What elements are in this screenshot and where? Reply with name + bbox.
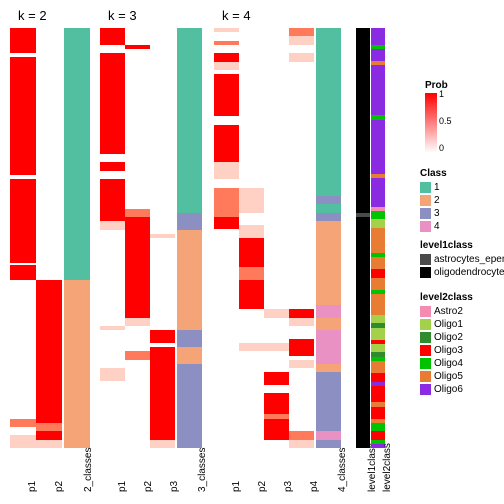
legend-item: Oligo3 <box>420 344 473 357</box>
legend-item: oligodendrocytes <box>420 266 504 279</box>
class-column <box>64 28 90 448</box>
legend-item: Oligo4 <box>420 357 473 370</box>
legend-item: 1 <box>420 181 447 194</box>
legend-swatch <box>420 358 431 369</box>
legend-swatch <box>420 267 431 278</box>
class-column-label: 2_classes <box>83 448 94 492</box>
legend-swatch <box>420 195 431 206</box>
legend: level1class astrocytes_ependymal oligodend… <box>420 240 504 279</box>
legend-swatch <box>420 371 431 382</box>
prob-column <box>10 28 36 448</box>
panel-title: k = 3 <box>108 8 137 23</box>
prob-column <box>100 28 125 448</box>
colorbar-tick: 1 <box>439 89 444 99</box>
column-label: p2 <box>257 481 268 492</box>
column-label: p3 <box>283 481 294 492</box>
legend-swatch <box>420 254 431 265</box>
prob-column <box>36 28 62 448</box>
legend-item: 3 <box>420 207 447 220</box>
legend-label: 4 <box>434 221 440 232</box>
legend-item: Astro2 <box>420 305 473 318</box>
legend-label: Oligo2 <box>434 332 463 343</box>
legend-label: 2 <box>434 195 440 206</box>
legend-label: Oligo6 <box>434 384 463 395</box>
heatmap-panel <box>214 28 344 448</box>
legend-item: Oligo5 <box>420 370 473 383</box>
legend-title: Class <box>420 168 447 179</box>
legend-label: Astro2 <box>434 306 463 317</box>
legend-swatch <box>420 182 431 193</box>
legend-swatch <box>420 345 431 356</box>
annot-column-label: level2class <box>382 443 393 492</box>
colorbar-tick: 0 <box>439 143 444 153</box>
legend-label: 1 <box>434 182 440 193</box>
column-label: p1 <box>27 481 38 492</box>
prob-column <box>125 28 150 448</box>
legend-title: Prob <box>425 80 448 91</box>
legend-title: level1class <box>420 240 504 251</box>
heatmap-panel <box>100 28 204 448</box>
legend-item: astrocytes_ependymal <box>420 253 504 266</box>
column-label: p1 <box>231 481 242 492</box>
legend-item: Oligo1 <box>420 318 473 331</box>
legend-label: 3 <box>434 208 440 219</box>
legend: Class 1 2 3 4 <box>420 168 447 233</box>
legend-item: Oligo2 <box>420 331 473 344</box>
legend-swatch <box>420 384 431 395</box>
legend-label: Oligo5 <box>434 371 463 382</box>
legend-prob: Prob 10.50 <box>425 80 448 153</box>
annotation-column <box>356 28 370 448</box>
panel-title: k = 2 <box>18 8 47 23</box>
column-label: p4 <box>309 481 320 492</box>
prob-column <box>150 28 175 448</box>
panel-title: k = 4 <box>222 8 251 23</box>
column-label: p1 <box>117 481 128 492</box>
legend-label: Oligo1 <box>434 319 463 330</box>
legend-label: astrocytes_ependymal <box>434 254 504 265</box>
column-label: p2 <box>143 481 154 492</box>
legend-swatch <box>420 306 431 317</box>
prob-column <box>264 28 289 448</box>
legend-swatch <box>420 319 431 330</box>
column-label: p3 <box>169 481 180 492</box>
legend-swatch <box>420 332 431 343</box>
annotation-column <box>371 28 385 448</box>
prob-column <box>289 28 314 448</box>
heatmap-panel <box>10 28 90 448</box>
legend-item: 4 <box>420 220 447 233</box>
legend-item: Oligo6 <box>420 383 473 396</box>
legend-title: level2class <box>420 292 473 303</box>
class-column-label: 3_classes <box>197 448 208 492</box>
column-label: p2 <box>54 481 65 492</box>
legend-swatch <box>420 221 431 232</box>
colorbar: 10.50 <box>425 93 437 153</box>
class-column-label: 4_classes <box>337 448 348 492</box>
colorbar-tick: 0.5 <box>439 116 452 126</box>
class-column <box>177 28 202 448</box>
legend: level2class Astro2 Oligo1 Oligo2 Oligo3 Oligo… <box>420 292 473 396</box>
prob-column <box>214 28 239 448</box>
legend-label: Oligo3 <box>434 345 463 356</box>
legend-swatch <box>420 208 431 219</box>
legend-item: 2 <box>420 194 447 207</box>
annot-column-label: level1class <box>367 443 378 492</box>
class-column <box>316 28 341 448</box>
legend-label: oligodendrocytes <box>434 267 504 278</box>
legend-label: Oligo4 <box>434 358 463 369</box>
prob-column <box>239 28 264 448</box>
